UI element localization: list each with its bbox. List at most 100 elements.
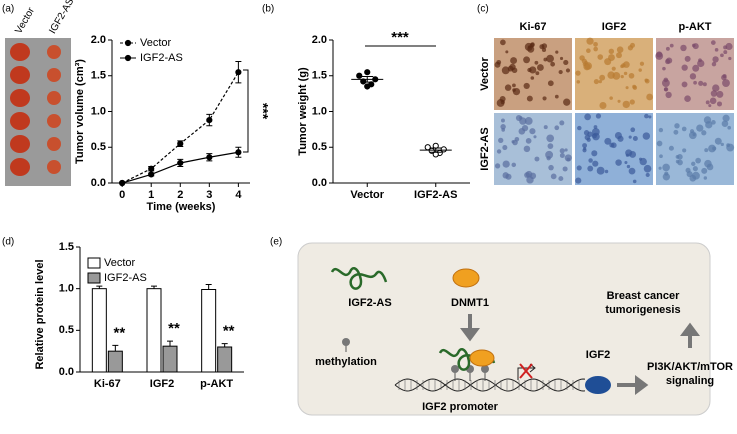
ihc-cell [494, 163, 501, 169]
ihc-cell [691, 161, 696, 167]
y-tick-label: 2.0 [91, 34, 106, 46]
ihc-cell [562, 166, 568, 172]
ihc-cell [624, 160, 628, 165]
ihc-cell [576, 80, 581, 84]
tumor [47, 137, 61, 151]
ihc-column-label: p-AKT [679, 21, 712, 33]
ihc-cell [632, 136, 638, 141]
ihc-cell [582, 143, 588, 148]
ihc-cell [496, 149, 502, 154]
ihc-cell [689, 129, 695, 134]
bar [107, 350, 123, 373]
tumor [10, 43, 30, 61]
ihc-cell [591, 150, 598, 157]
ihc-cell [626, 164, 631, 169]
ihc-cell [577, 125, 582, 131]
ihc-cell [510, 57, 518, 65]
ihc-image [575, 113, 653, 185]
ihc-cell [547, 80, 554, 87]
ihc-cell [668, 145, 674, 151]
ihc-cell [696, 124, 704, 132]
ihc-cell [500, 124, 506, 130]
x-tick-label: IGF2 [150, 378, 174, 390]
ihc-cell [614, 131, 622, 140]
ihc-cell [720, 142, 724, 147]
tumor [47, 45, 61, 59]
ihc-cell [596, 166, 605, 175]
ihc-cell [604, 137, 612, 145]
ihc-cell [526, 176, 534, 184]
ihc-cell [559, 153, 565, 159]
ihc-cell [704, 148, 709, 153]
bar [217, 346, 233, 373]
ihc-cell [609, 96, 613, 100]
ihc-cell [494, 61, 501, 68]
data-point [206, 154, 213, 161]
ihc-cell [709, 97, 717, 105]
ihc-cell [655, 52, 664, 60]
ihc-cell [710, 90, 718, 97]
ihc-cell [542, 96, 547, 101]
ihc-cell [546, 134, 555, 143]
dna-strand [394, 378, 586, 392]
ihc-cell [559, 148, 565, 154]
data-point [119, 179, 126, 187]
ihc-cell [512, 87, 521, 96]
ihc-cell [550, 173, 557, 180]
ihc-cell [537, 64, 544, 71]
legend-swatch [87, 257, 101, 269]
ihc-cell [529, 42, 535, 48]
x-tick-label: Vector [350, 189, 384, 201]
ihc-cell [587, 131, 593, 137]
ihc-cell [523, 56, 531, 64]
ihc-cell [534, 156, 540, 162]
ihc-cell [611, 66, 616, 71]
node-label: signaling [666, 375, 714, 387]
ihc-cell [530, 76, 535, 80]
ihc-cell [525, 138, 532, 144]
ihc-cell [505, 50, 509, 54]
ihc-cell [695, 157, 701, 164]
y-tick-label: 1.0 [59, 283, 74, 295]
ihc-cell [579, 55, 585, 61]
significance-bracket [243, 69, 249, 153]
ihc-cell [598, 79, 602, 84]
data-point [364, 83, 371, 90]
x-tick-label: Ki-67 [94, 378, 121, 390]
ihc-cell [656, 140, 663, 147]
ihc-cell [693, 80, 697, 85]
panel-label: (b) [262, 4, 274, 15]
ihc-cell [689, 73, 697, 80]
ihc-cell [593, 79, 599, 85]
x-tick-label: IGF2-AS [414, 189, 457, 201]
ihc-cell [599, 101, 607, 110]
ihc-cell [646, 93, 654, 101]
ihc-cell [684, 95, 691, 103]
legend-marker [124, 54, 132, 62]
ihc-cell [698, 58, 702, 63]
rna-squiggle [330, 267, 388, 290]
ihc-cell [661, 79, 670, 87]
ihc-cell [599, 74, 606, 81]
ihc-cell [586, 48, 591, 54]
ihc-cell [691, 43, 696, 48]
ihc-cell [504, 84, 512, 91]
arrow [460, 314, 480, 342]
ihc-cell [511, 162, 517, 168]
y-tick-label: 0.5 [312, 141, 327, 153]
ihc-cell [597, 54, 604, 60]
data-point [235, 149, 242, 156]
ihc-cell [546, 54, 554, 63]
ihc-cell [692, 166, 698, 172]
ihc-cell [509, 63, 516, 71]
ihc-cell [543, 125, 548, 130]
ihc-cell [539, 44, 545, 50]
x-tick-label: 2 [177, 189, 183, 201]
x-tick-label: 1 [148, 189, 154, 201]
ihc-cell [665, 91, 672, 99]
x-tick-label: p-AKT [200, 378, 233, 390]
y-tick-label: 0.5 [91, 141, 106, 153]
ihc-cell [692, 171, 700, 180]
ihc-cell [559, 120, 565, 126]
